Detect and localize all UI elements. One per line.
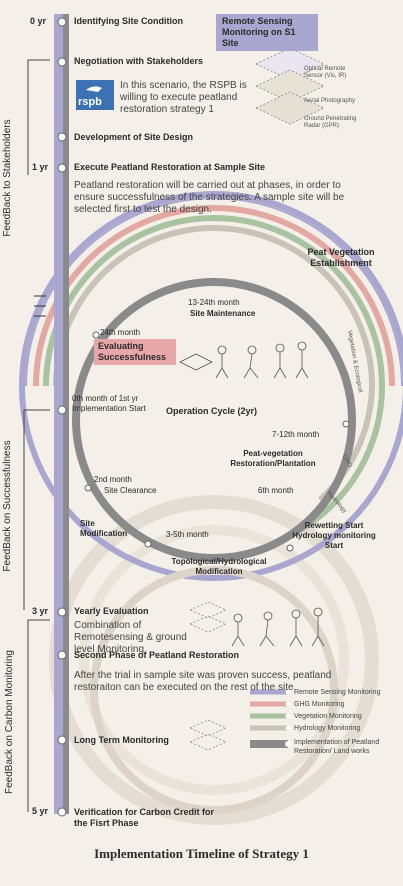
year-3-label: 3 yr <box>32 606 49 616</box>
evaluating-successfulness-box: Evaluating Successfulness <box>94 339 176 365</box>
milestone-execute: Execute Peatland Restoration at Sample S… <box>74 162 266 172</box>
yearly-description: Combination of Remotesensing & ground le… <box>74 620 187 655</box>
phase2-ring-inner <box>79 525 349 795</box>
year-1-label: 1 yr <box>32 162 49 172</box>
second-phase-description: After the trial in sample site was prove… <box>74 670 332 693</box>
execute-description: Peatland restoration will be carried out… <box>74 180 345 215</box>
feedback-carbon-label: FeedBack on Carbon Monitoring <box>4 650 15 794</box>
milestone-verification: Verification for Carbon Credit for the F… <box>74 807 215 828</box>
plantation-time: 7-12th month <box>272 430 320 439</box>
peat-vegetation-label: Peat Vegetation Establishment <box>307 247 375 268</box>
vegetation-arc <box>43 215 386 533</box>
rspb-logo-bird <box>86 86 102 92</box>
remote-sensing-box: Remote Sensing Monitoring on S1 Site <box>216 14 318 51</box>
legend-swatches <box>250 689 291 748</box>
topo-label: Topological/Hydrological Modification <box>171 557 267 576</box>
rewetting-time: 6th month <box>258 486 294 495</box>
feedback-carbon-line <box>27 619 50 812</box>
feedback-stakeholders-label: FeedBack to Stakeholders <box>2 119 13 237</box>
feedback-arrows <box>34 295 46 317</box>
feedback-successfulness-label: FeedBack on Successfulness <box>2 440 13 572</box>
layer-gpr-label: Ground Penetrating Radar (GPR) <box>304 116 357 129</box>
evaluation-time: 24th month <box>100 328 141 337</box>
timeline-bar-remote <box>54 14 63 814</box>
milestone-identify: Identifying Site Condition <box>74 16 183 26</box>
remote-sensing-ring <box>19 191 403 581</box>
rspb-logo-bg <box>76 80 114 110</box>
legend-remote: Remote Sensing Monitoring <box>294 689 381 696</box>
layer-optical-label: Optical Remote Sensor (Vis, IR) <box>304 66 347 79</box>
caption: Implementation Timeline of Strategy 1 <box>94 846 309 861</box>
implementation-start: Implementation Start <box>72 404 146 413</box>
layer-aerial-label: Aerial Photography <box>304 98 356 104</box>
milestone-dots <box>57 17 350 817</box>
layer-stack-small <box>189 601 227 751</box>
rewetting-label: Rewetting Start Hydrology monitoring Sta… <box>292 521 376 550</box>
site-modification-label: Site Modification <box>80 519 128 538</box>
year-5-label: 5 yr <box>32 806 49 816</box>
negotiation-description: In this scenario, the RSPB is willing to… <box>120 80 247 115</box>
maintenance-time: 13-24th month <box>188 298 240 307</box>
legend-vegetation: Vegetation Monitoring <box>294 713 362 720</box>
hydrology-arc <box>53 225 376 503</box>
year-0-label: 0 yr <box>30 16 47 26</box>
milestone-second-phase: Second Phase of Peatland Restoration <box>74 650 240 660</box>
long-term-ring <box>90 566 338 814</box>
operation-cycle-label: Operation Cycle (2yr) <box>166 406 258 416</box>
milestone-negotiation: Negotiation with Stakeholders <box>74 56 204 66</box>
topo-time: 3-5th month <box>166 530 209 539</box>
plantation-label: Peat-vegetation Restoration/Plantation <box>230 449 316 468</box>
feedback-stakeholder-line <box>27 59 50 175</box>
start-time: 0th month of 1st yr <box>72 394 139 403</box>
legend-hydrology: Hydrology Monitoring <box>294 725 361 732</box>
operation-cycle-ring <box>72 278 356 562</box>
legend-ghg: GHG Monitoring <box>294 701 345 708</box>
milestone-design: Development of Site Design <box>74 132 194 142</box>
workers-sketch <box>179 341 325 647</box>
milestone-long-term: Long Term Monitoring <box>74 735 169 745</box>
milestone-yearly: Yearly Evaluation <box>74 606 149 616</box>
rspb-logo-text: rspb <box>78 96 102 108</box>
maintenance-label: Site Maintenance <box>190 309 256 318</box>
timeline-bar-works <box>63 14 69 814</box>
clearance-label: Site Clearance <box>104 486 157 495</box>
clearance-time: 2nd month <box>94 475 132 484</box>
legend-implementation: Implementation of Peatland Restoration/ … <box>294 739 380 755</box>
layer-stack-icon <box>255 47 325 125</box>
feedback-success-line <box>23 409 50 610</box>
remote-arc-inner <box>25 197 403 387</box>
